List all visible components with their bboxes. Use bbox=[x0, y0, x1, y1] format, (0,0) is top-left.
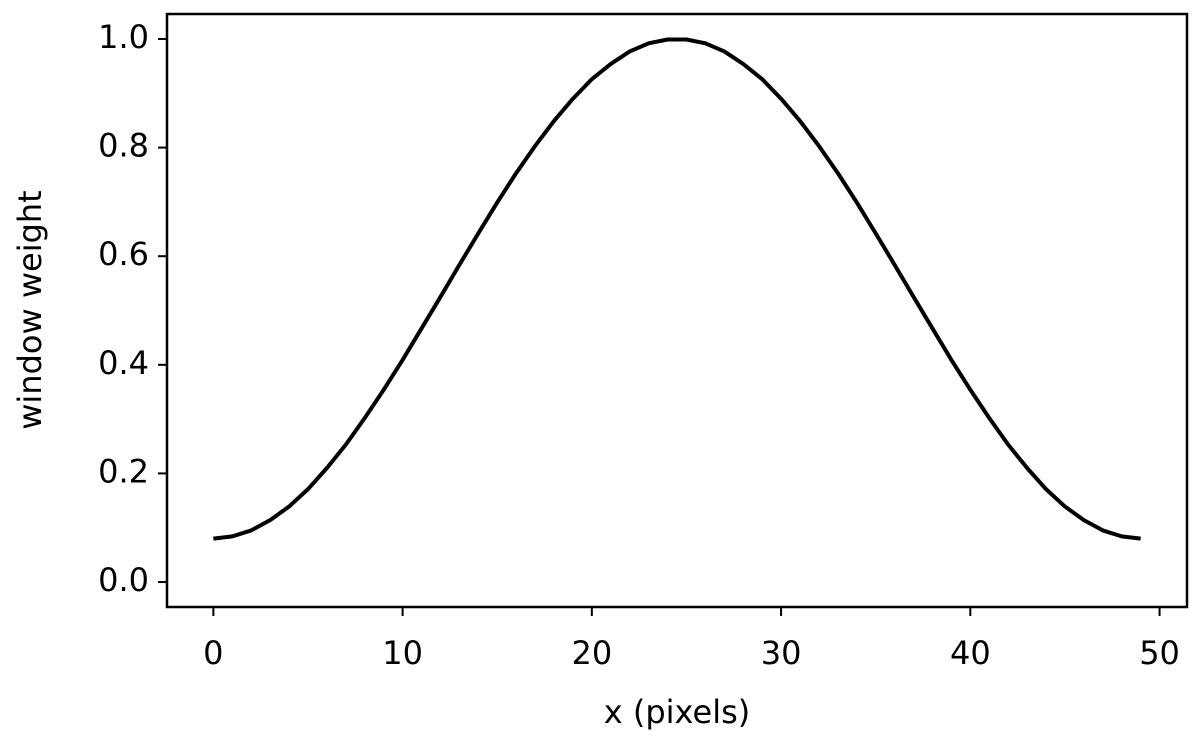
y-tick-label: 1.0 bbox=[98, 18, 149, 56]
y-axis-label: window weight bbox=[11, 190, 49, 429]
y-tick-label: 0.2 bbox=[98, 452, 149, 490]
x-tick-label: 10 bbox=[382, 634, 423, 672]
x-tick-label: 50 bbox=[1139, 634, 1180, 672]
y-tick-label: 0.4 bbox=[98, 344, 149, 382]
y-tick-label: 0.0 bbox=[98, 561, 149, 599]
x-tick-label: 40 bbox=[950, 634, 991, 672]
plot-frame bbox=[165, 12, 1189, 609]
x-tick-label: 20 bbox=[571, 634, 612, 672]
x-tick-label: 0 bbox=[203, 634, 223, 672]
x-tick-label: 30 bbox=[761, 634, 802, 672]
y-tick-label: 0.8 bbox=[98, 127, 149, 165]
y-tick-label: 0.6 bbox=[98, 235, 149, 273]
x-axis-label: x (pixels) bbox=[604, 693, 750, 731]
line bbox=[213, 37, 1141, 541]
